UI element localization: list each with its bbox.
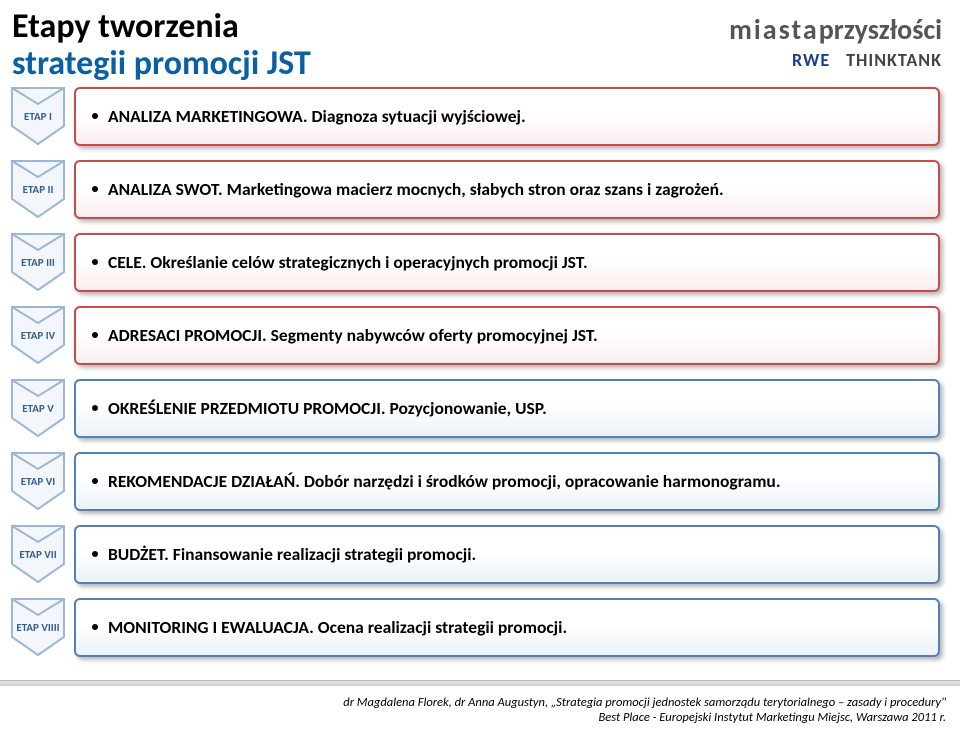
bullet-icon <box>92 624 98 630</box>
stage-row: ETAP III CELE. Określanie celów strategic… <box>8 233 940 292</box>
footer-line-1: dr Magdalena Florek, dr Anna Augustyn, „… <box>343 695 946 711</box>
stage-chevron: ETAP VIIII <box>8 598 68 657</box>
footer-citation: dr Magdalena Florek, dr Anna Augustyn, „… <box>343 695 946 726</box>
stage-box: ANALIZA SWOT. Marketingowa macierz mocny… <box>74 160 940 219</box>
stage-chevron: ETAP IV <box>8 306 68 365</box>
stage-label: ETAP VI <box>21 476 55 487</box>
stage-text: REKOMENDACJE DZIAŁAŃ. Dobór narzędzi i ś… <box>108 471 781 491</box>
stage-label: ETAP V <box>22 403 53 414</box>
stage-row: ETAP IV ADRESACI PROMOCJI. Segmenty nabyw… <box>8 306 940 365</box>
footer-rule <box>0 680 960 686</box>
stage-chevron: ETAP VI <box>8 452 68 511</box>
logo-main: miastaprzyszłości <box>729 12 942 47</box>
bullet-icon <box>92 478 98 484</box>
stage-label: ETAP I <box>24 111 52 122</box>
logo-thinktank: THINKTANK <box>846 49 942 71</box>
stage-chevron: ETAP III <box>8 233 68 292</box>
stage-text: MONITORING I EWALUACJA. Ocena realizacji… <box>108 617 567 637</box>
stage-row: ETAP II ANALIZA SWOT. Marketingowa macier… <box>8 160 940 219</box>
stage-row: ETAP VIIII MONITORING I EWALUACJA. Ocena … <box>8 598 940 657</box>
stage-row: ETAP I ANALIZA MARKETINGOWA. Diagnoza syt… <box>8 87 940 146</box>
bullet-icon <box>92 332 98 338</box>
bullet-icon <box>92 113 98 119</box>
bullet-icon <box>92 405 98 411</box>
stage-box: REKOMENDACJE DZIAŁAŃ. Dobór narzędzi i ś… <box>74 452 940 511</box>
bullet-icon <box>92 186 98 192</box>
slide-title: Etapy tworzenia strategii promocji JST <box>12 8 311 83</box>
stage-box: ANALIZA MARKETINGOWA. Diagnoza sytuacji … <box>74 87 940 146</box>
stage-text: ANALIZA SWOT. Marketingowa macierz mocny… <box>108 179 724 199</box>
stage-box: ADRESACI PROMOCJI. Segmenty nabywców ofe… <box>74 306 940 365</box>
bullet-icon <box>92 551 98 557</box>
stage-row: ETAP VI REKOMENDACJE DZIAŁAŃ. Dobór narzę… <box>8 452 940 511</box>
stages-list: ETAP I ANALIZA MARKETINGOWA. Diagnoza syt… <box>0 83 960 657</box>
logo-rwe: RWE <box>792 49 830 71</box>
logos-block: miastaprzyszłości RWE THINKTANK <box>729 8 942 71</box>
bullet-icon <box>92 259 98 265</box>
stage-text: BUDŻET. Finansowanie realizacji strategi… <box>108 544 476 564</box>
stage-text: OKREŚLENIE PRZEDMIOTU PROMOCJI. Pozycjon… <box>108 398 547 418</box>
stage-box: CELE. Określanie celów strategicznych i … <box>74 233 940 292</box>
footer-line-2: Best Place - Europejski Instytut Marketi… <box>343 710 946 726</box>
logo-sub: RWE THINKTANK <box>792 49 942 71</box>
stage-text: ADRESACI PROMOCJI. Segmenty nabywców ofe… <box>108 325 598 345</box>
stage-chevron: ETAP I <box>8 87 68 146</box>
title-line-1: Etapy tworzenia <box>12 8 311 45</box>
stage-label: ETAP VII <box>19 549 56 560</box>
stage-label: ETAP IV <box>21 330 55 341</box>
stage-chevron: ETAP II <box>8 160 68 219</box>
stage-label: ETAP VIIII <box>16 622 59 633</box>
logo-main-part2: przyszłości <box>819 12 942 47</box>
header: Etapy tworzenia strategii promocji JST m… <box>0 0 960 83</box>
logo-main-part1: miasta <box>729 12 819 47</box>
stage-label: ETAP III <box>21 257 55 268</box>
stage-box: OKREŚLENIE PRZEDMIOTU PROMOCJI. Pozycjon… <box>74 379 940 438</box>
stage-row: ETAP V OKREŚLENIE PRZEDMIOTU PROMOCJI. Po… <box>8 379 940 438</box>
title-line-2: strategii promocji JST <box>12 45 311 82</box>
stage-box: MONITORING I EWALUACJA. Ocena realizacji… <box>74 598 940 657</box>
stage-text: ANALIZA MARKETINGOWA. Diagnoza sytuacji … <box>108 106 526 126</box>
stage-text: CELE. Określanie celów strategicznych i … <box>108 252 588 272</box>
stage-row: ETAP VII BUDŻET. Finansowanie realizacji … <box>8 525 940 584</box>
stage-chevron: ETAP VII <box>8 525 68 584</box>
stage-box: BUDŻET. Finansowanie realizacji strategi… <box>74 525 940 584</box>
stage-chevron: ETAP V <box>8 379 68 438</box>
stage-label: ETAP II <box>23 184 54 195</box>
